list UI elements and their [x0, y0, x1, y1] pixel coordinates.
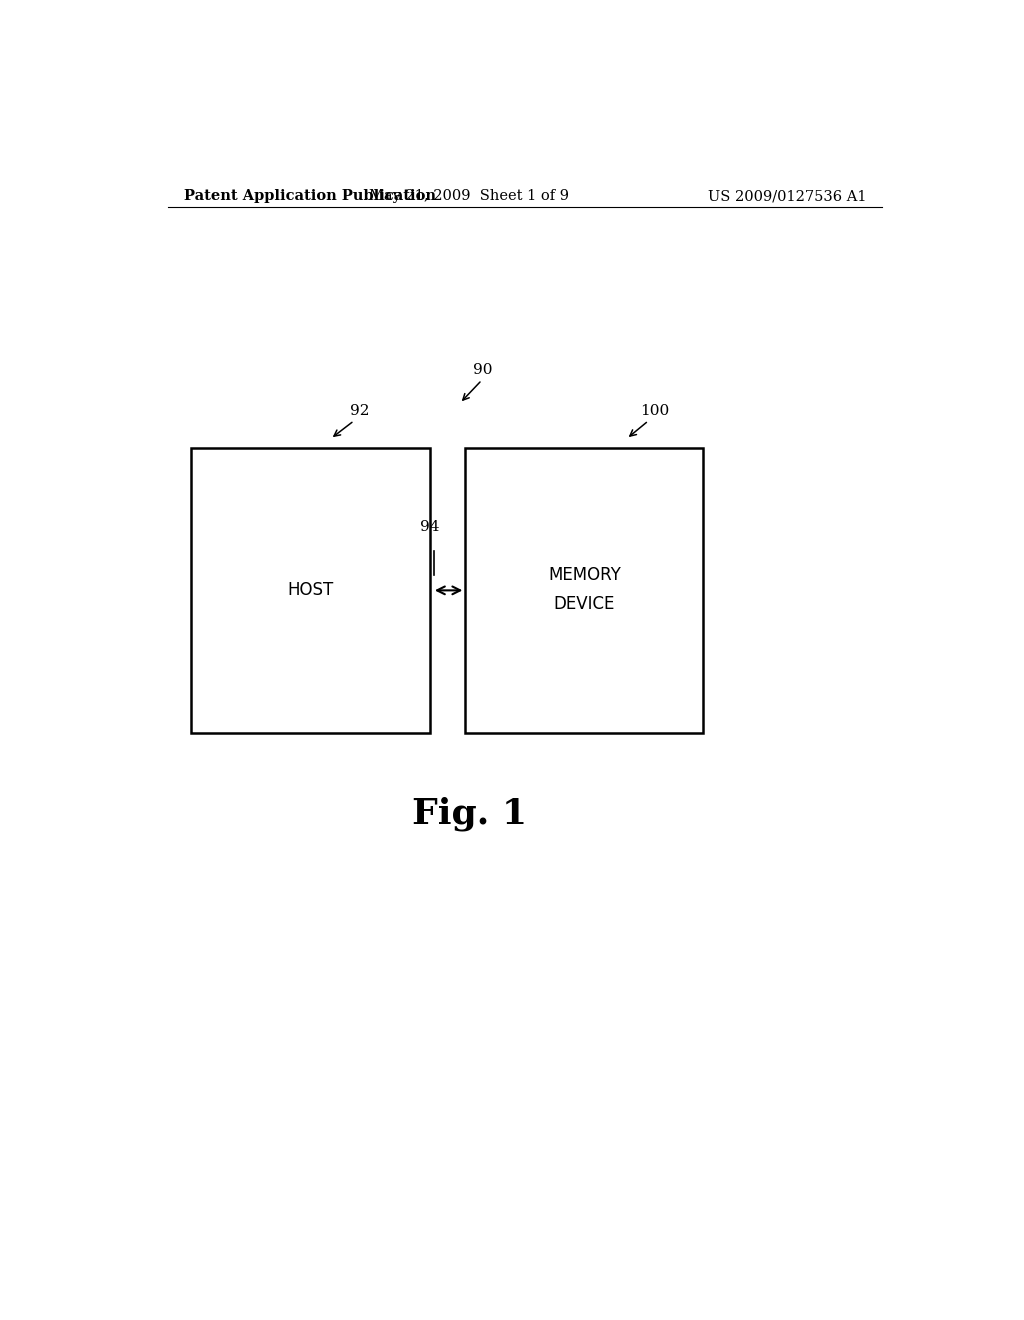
- Text: MEMORY: MEMORY: [548, 566, 621, 585]
- Text: 92: 92: [350, 404, 370, 417]
- Text: May 21, 2009  Sheet 1 of 9: May 21, 2009 Sheet 1 of 9: [370, 189, 569, 203]
- Text: DEVICE: DEVICE: [554, 594, 615, 612]
- Text: 90: 90: [473, 363, 493, 378]
- Text: Fig. 1: Fig. 1: [412, 797, 526, 832]
- Text: US 2009/0127536 A1: US 2009/0127536 A1: [708, 189, 866, 203]
- Bar: [465, 447, 703, 733]
- Text: HOST: HOST: [288, 581, 334, 599]
- Bar: [191, 447, 430, 733]
- Text: 94: 94: [420, 520, 439, 535]
- Text: Patent Application Publication: Patent Application Publication: [183, 189, 435, 203]
- Text: 100: 100: [640, 404, 669, 417]
